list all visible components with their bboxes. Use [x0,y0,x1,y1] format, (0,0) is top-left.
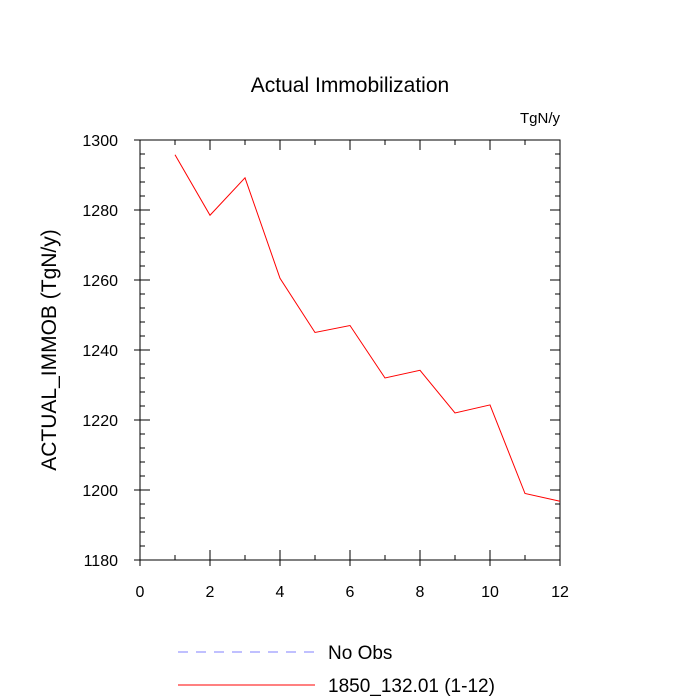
x-tick-label: 0 [136,584,145,601]
x-tick-label: 12 [551,584,569,601]
x-tick-label: 10 [481,584,499,601]
y-tick-label: 1300 [82,133,118,150]
series-line [174,154,561,502]
axis-tick-labels: 0 2 4 6 8 10 12 1180 1200 1220 1240 1260 1280 1300 [82,133,569,601]
y-tick-label: 1280 [82,203,118,220]
y-tick-label: 1260 [82,273,118,290]
chart-title: Actual Immobilization [251,74,449,97]
y-axis-label: ACTUAL_IMMOB (TgN/y) [38,229,61,471]
y-tick-label: 1220 [82,413,118,430]
x-tick-label: 4 [276,584,285,601]
legend-label: 1850_132.01 (1-12) [328,676,495,697]
x-tick-label: 8 [416,584,425,601]
series-lines [174,154,561,502]
legend: No Obs 1850_132.01 (1-12) [178,643,495,697]
x-tick-label: 6 [346,584,355,601]
legend-label: No Obs [328,643,392,664]
y-tick-label: 1200 [82,483,118,500]
x-tick-label: 2 [206,584,215,601]
axis-ticks [134,139,561,566]
y-tick-label: 1180 [84,553,119,570]
units-label: TgN/y [520,110,561,127]
y-tick-label: 1240 [82,343,118,360]
